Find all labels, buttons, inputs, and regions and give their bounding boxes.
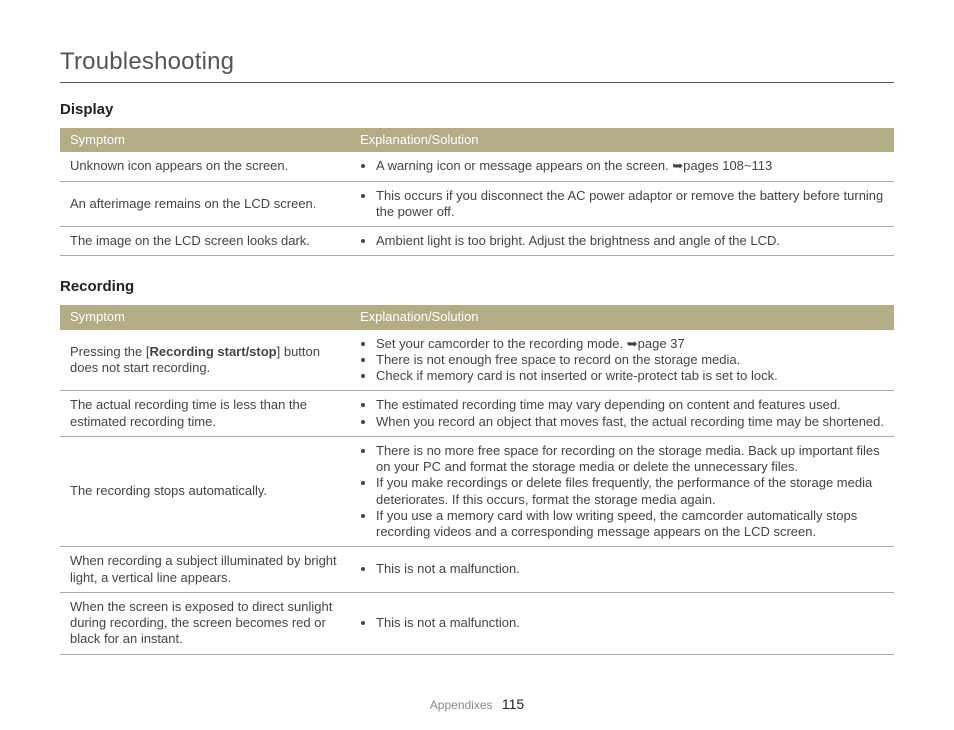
explanation-list: The estimated recording time may vary de… [360, 397, 884, 430]
table-row: Unknown icon appears on the screen. A war… [60, 152, 894, 181]
explanation-point: Set your camcorder to the recording mode… [376, 336, 884, 352]
explanation-list: This occurs if you disconnect the AC pow… [360, 188, 884, 221]
explanation-cell: This occurs if you disconnect the AC pow… [350, 181, 894, 227]
table-row: When the screen is exposed to direct sun… [60, 592, 894, 654]
explanation-list: There is no more free space for recordin… [360, 443, 884, 541]
explanation-point: A warning icon or message appears on the… [376, 158, 884, 174]
explanation-list: This is not a malfunction. [360, 561, 884, 577]
table-row: When recording a subject illuminated by … [60, 547, 894, 593]
explanation-point: This is not a malfunction. [376, 615, 884, 631]
troubleshooting-table: SymptomExplanation/SolutionPressing the … [60, 305, 894, 654]
explanation-cell: This is not a malfunction. [350, 547, 894, 593]
explanation-point: There is no more free space for recordin… [376, 443, 884, 476]
footer-label: Appendixes [430, 698, 493, 712]
table-row: The image on the LCD screen looks dark. A… [60, 227, 894, 256]
page-title: Troubleshooting [60, 48, 894, 76]
manual-page: Troubleshooting DisplaySymptomExplanatio… [0, 0, 954, 730]
table-row: The recording stops automatically. There … [60, 436, 894, 547]
symptom-cell: When the screen is exposed to direct sun… [60, 592, 350, 654]
explanation-point: Ambient light is too bright. Adjust the … [376, 233, 884, 249]
col-header-symptom: Symptom [60, 305, 350, 329]
table-row: The actual recording time is less than t… [60, 391, 894, 437]
explanation-cell: This is not a malfunction. [350, 592, 894, 654]
sections-container: DisplaySymptomExplanation/SolutionUnknow… [60, 101, 894, 655]
symptom-cell: The recording stops automatically. [60, 436, 350, 547]
explanation-point: If you make recordings or delete files f… [376, 475, 884, 508]
col-header-explanation: Explanation/Solution [350, 128, 894, 152]
explanation-point: There is not enough free space to record… [376, 352, 884, 368]
symptom-cell: Unknown icon appears on the screen. [60, 152, 350, 181]
explanation-list: Ambient light is too bright. Adjust the … [360, 233, 884, 249]
explanation-cell: There is no more free space for recordin… [350, 436, 894, 547]
section-title: Display [60, 101, 894, 118]
col-header-symptom: Symptom [60, 128, 350, 152]
table-row: Pressing the [Recording start/stop] butt… [60, 330, 894, 391]
explanation-point: This is not a malfunction. [376, 561, 884, 577]
section-title: Recording [60, 278, 894, 295]
explanation-point: If you use a memory card with low writin… [376, 508, 884, 541]
explanation-point: The estimated recording time may vary de… [376, 397, 884, 413]
explanation-cell: Set your camcorder to the recording mode… [350, 330, 894, 391]
explanation-cell: The estimated recording time may vary de… [350, 391, 894, 437]
explanation-cell: Ambient light is too bright. Adjust the … [350, 227, 894, 256]
explanation-list: This is not a malfunction. [360, 615, 884, 631]
page-footer: Appendixes 115 [0, 696, 954, 712]
symptom-cell: Pressing the [Recording start/stop] butt… [60, 330, 350, 391]
explanation-point: When you record an object that moves fas… [376, 414, 884, 430]
explanation-list: A warning icon or message appears on the… [360, 158, 884, 174]
symptom-cell: An afterimage remains on the LCD screen. [60, 181, 350, 227]
col-header-explanation: Explanation/Solution [350, 305, 894, 329]
explanation-point: This occurs if you disconnect the AC pow… [376, 188, 884, 221]
symptom-cell: The actual recording time is less than t… [60, 391, 350, 437]
table-row: An afterimage remains on the LCD screen.… [60, 181, 894, 227]
explanation-list: Set your camcorder to the recording mode… [360, 336, 884, 385]
title-rule [60, 82, 894, 83]
explanation-point: Check if memory card is not inserted or … [376, 368, 884, 384]
explanation-cell: A warning icon or message appears on the… [350, 152, 894, 181]
page-number: 115 [502, 696, 524, 712]
symptom-cell: When recording a subject illuminated by … [60, 547, 350, 593]
symptom-cell: The image on the LCD screen looks dark. [60, 227, 350, 256]
troubleshooting-table: SymptomExplanation/SolutionUnknown icon … [60, 128, 894, 256]
